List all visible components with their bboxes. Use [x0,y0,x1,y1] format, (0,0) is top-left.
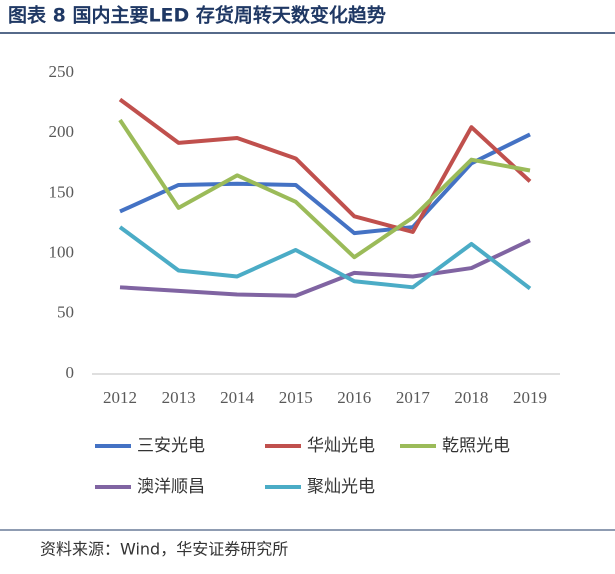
series-line [119,238,531,298]
source: 资料来源：Wind，华安证券研究所 [40,540,288,559]
y-tick-label: 100 [49,243,75,262]
x-tick-label: 2014 [220,388,255,407]
legend-label: 乾照光电 [442,436,510,456]
x-tick-label: 2019 [513,388,547,407]
series-line [118,118,531,260]
title: 图表 8 国内主要LED 存货周转天数变化趋势 [8,4,386,27]
x-tick-label: 2016 [337,388,371,407]
x-tick-label: 2015 [279,388,313,407]
legend-label: 聚灿光电 [307,477,375,497]
legend-label: 三安光电 [137,436,205,456]
legend-label: 华灿光电 [307,436,375,456]
y-tick-label: 250 [49,62,75,81]
x-tick-label: 2017 [396,388,431,407]
x-tick-label: 2013 [162,388,196,407]
y-tick-label: 150 [49,182,75,201]
series-line [118,225,532,291]
y-tick-label: 0 [66,363,75,382]
y-tick-label: 50 [57,303,74,322]
x-tick-label: 2012 [103,388,137,407]
y-tick-label: 200 [49,122,75,141]
series-line [119,132,531,236]
series-line [118,97,532,234]
legend-label: 澳洋顺昌 [137,477,205,497]
x-tick-label: 2018 [454,388,488,407]
